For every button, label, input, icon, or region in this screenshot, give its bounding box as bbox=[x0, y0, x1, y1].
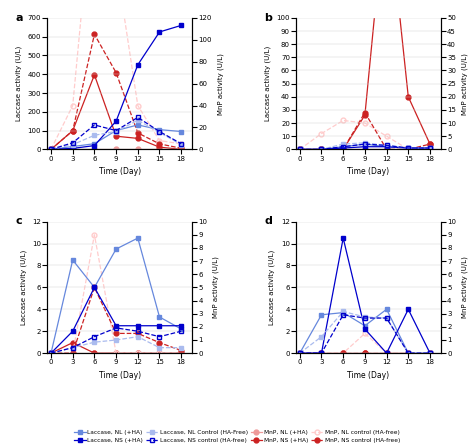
Text: c: c bbox=[16, 216, 22, 226]
Text: b: b bbox=[264, 13, 272, 23]
Y-axis label: MnP activity (U/L): MnP activity (U/L) bbox=[462, 53, 468, 114]
Text: a: a bbox=[16, 13, 23, 23]
Y-axis label: Laccase activity (U/L): Laccase activity (U/L) bbox=[269, 250, 275, 325]
Text: d: d bbox=[264, 216, 272, 226]
Y-axis label: MnP activity (U/L): MnP activity (U/L) bbox=[213, 257, 219, 318]
Legend: Laccase, NL (+HA), Laccase, NS (+HA), Laccase, NL Control (HA-Free), Laccase, NS: Laccase, NL (+HA), Laccase, NS (+HA), La… bbox=[73, 429, 401, 444]
X-axis label: Time (Day): Time (Day) bbox=[347, 167, 390, 176]
X-axis label: Time (Day): Time (Day) bbox=[99, 167, 141, 176]
Y-axis label: MnP activity (U/L): MnP activity (U/L) bbox=[218, 53, 224, 114]
Y-axis label: Laccase activity (U/L): Laccase activity (U/L) bbox=[16, 46, 22, 121]
X-axis label: Time (Day): Time (Day) bbox=[347, 371, 390, 380]
Y-axis label: MnP activity (U/L): MnP activity (U/L) bbox=[462, 257, 468, 318]
Y-axis label: Laccase activity (U/L): Laccase activity (U/L) bbox=[20, 250, 27, 325]
X-axis label: Time (Day): Time (Day) bbox=[99, 371, 141, 380]
Y-axis label: Laccase activity (U/L): Laccase activity (U/L) bbox=[264, 46, 271, 121]
